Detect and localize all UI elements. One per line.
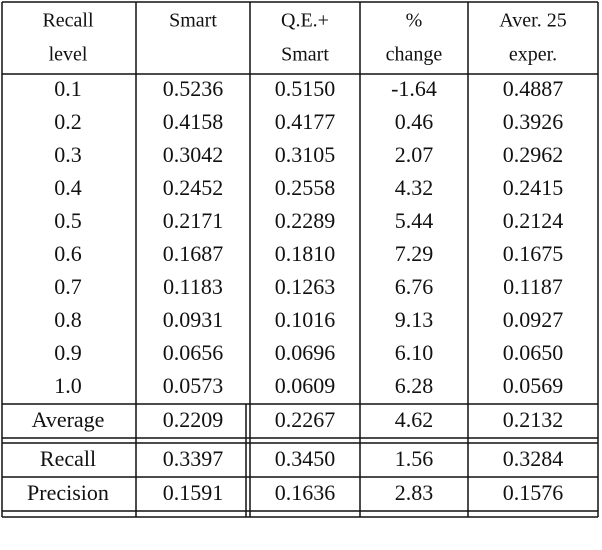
table-cell: 0.0931 bbox=[163, 307, 224, 332]
table-cell: 0.1016 bbox=[275, 307, 336, 332]
table-cell: 0.2558 bbox=[275, 175, 336, 200]
row-label: Precision bbox=[27, 480, 109, 505]
table-cell: -1.64 bbox=[391, 76, 437, 101]
table-cell: 0.1263 bbox=[275, 274, 336, 299]
header-cell: exper. bbox=[509, 44, 557, 66]
table-cell: 0.2209 bbox=[163, 407, 224, 432]
table-cell: 0.1576 bbox=[503, 480, 564, 505]
table-cell: 0.0656 bbox=[163, 340, 224, 365]
header-cell: level bbox=[49, 44, 88, 66]
header-cell: Q.E.+ bbox=[281, 10, 329, 32]
table-cell: 5.44 bbox=[395, 208, 434, 233]
table-cell: 0.2452 bbox=[163, 175, 224, 200]
row-label: 0.3 bbox=[54, 142, 82, 167]
table-cell: 0.3450 bbox=[275, 446, 336, 471]
table-cell: 0.0609 bbox=[275, 373, 336, 398]
table-cell: 0.1687 bbox=[163, 241, 224, 266]
table-cell: 0.2267 bbox=[275, 407, 336, 432]
table-cell: 6.10 bbox=[395, 340, 434, 365]
row-label: 0.7 bbox=[54, 274, 82, 299]
row-label: 0.9 bbox=[54, 340, 82, 365]
row-label: 0.8 bbox=[54, 307, 82, 332]
row-label: 0.2 bbox=[54, 109, 82, 134]
table-cell: 0.2171 bbox=[163, 208, 224, 233]
table-cell: 0.2132 bbox=[503, 407, 564, 432]
table-cell: 0.46 bbox=[395, 109, 434, 134]
table-cell: 4.62 bbox=[395, 407, 434, 432]
table-cell: 0.2124 bbox=[503, 208, 564, 233]
table-cell: 0.3397 bbox=[163, 446, 224, 471]
row-label: 0.1 bbox=[54, 76, 82, 101]
row-label: 0.6 bbox=[54, 241, 82, 266]
table-cell: 0.1183 bbox=[163, 274, 223, 299]
table-cell: 2.83 bbox=[395, 480, 434, 505]
table-cell: 4.32 bbox=[395, 175, 434, 200]
row-label: Recall bbox=[40, 446, 96, 471]
table-cell: 0.5150 bbox=[275, 76, 336, 101]
header-cell: Aver. 25 bbox=[499, 10, 566, 32]
table-cell: 6.28 bbox=[395, 373, 434, 398]
header-cell: Smart bbox=[169, 10, 217, 32]
table-cell: 0.1810 bbox=[275, 241, 336, 266]
table-rules bbox=[1, 1, 599, 518]
header-cell: % bbox=[406, 10, 423, 32]
table-cell: 9.13 bbox=[395, 307, 434, 332]
table-cell: 0.2415 bbox=[503, 175, 564, 200]
row-label: 1.0 bbox=[54, 373, 82, 398]
table-cell: 6.76 bbox=[395, 274, 434, 299]
table-cell: 0.0696 bbox=[275, 340, 336, 365]
table-cell: 0.3926 bbox=[503, 109, 564, 134]
table-cell: 0.1675 bbox=[503, 241, 564, 266]
table-cell: 0.0573 bbox=[163, 373, 224, 398]
table-cell: 0.4158 bbox=[163, 109, 224, 134]
table-cell: 0.1636 bbox=[275, 480, 336, 505]
table-cell: 0.2962 bbox=[503, 142, 564, 167]
table-cell: 0.3105 bbox=[275, 142, 336, 167]
row-label: Average bbox=[32, 407, 105, 432]
table-cell: 0.3042 bbox=[163, 142, 224, 167]
table-cell: 0.3284 bbox=[503, 446, 564, 471]
table-cell: 0.4177 bbox=[275, 109, 336, 134]
table-cell: 7.29 bbox=[395, 241, 434, 266]
table-cell: 2.07 bbox=[395, 142, 434, 167]
table-cell: 0.2289 bbox=[275, 208, 336, 233]
header-cell: Smart bbox=[281, 44, 329, 66]
table-cell: 1.56 bbox=[395, 446, 434, 471]
table-cell: 0.0927 bbox=[503, 307, 564, 332]
table-cell: 0.0569 bbox=[503, 373, 564, 398]
table-cell: 0.0650 bbox=[503, 340, 564, 365]
table-cell: 0.1187 bbox=[503, 274, 563, 299]
row-label: 0.5 bbox=[54, 208, 82, 233]
table-cell: 0.1591 bbox=[163, 480, 224, 505]
header-cell: Recall bbox=[42, 10, 94, 32]
table-cell: 0.5236 bbox=[163, 76, 224, 101]
row-label: 0.4 bbox=[54, 175, 82, 200]
header-cell: change bbox=[386, 44, 443, 66]
table-cell: 0.4887 bbox=[503, 76, 564, 101]
